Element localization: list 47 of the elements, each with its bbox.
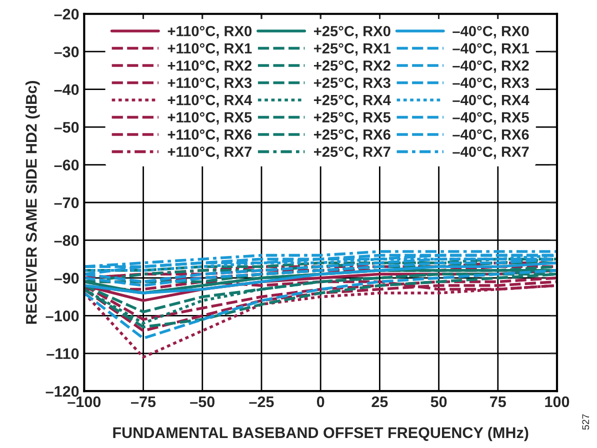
- y-tick-label: –40: [54, 84, 79, 96]
- legend-label: –40°C, RX7: [452, 146, 529, 160]
- legend-label: –40°C, RX6: [452, 129, 529, 142]
- legend-label: +25°C, RX6: [314, 129, 390, 142]
- legend-label: +110°C, RX1: [168, 43, 252, 56]
- legend-label: +110°C, RX5: [168, 112, 252, 125]
- legend-label: –40°C, RX3: [452, 78, 529, 90]
- legend-label: –40°C, RX2: [452, 60, 529, 73]
- text: 527: [582, 414, 590, 430]
- y-tick-label: –100: [46, 310, 79, 322]
- legend-label: +25°C, RX5: [314, 112, 391, 125]
- y-tick-label: –30: [54, 46, 79, 58]
- legend-label: +25°C, RX4: [314, 94, 391, 108]
- legend-label: –40°C, RX1: [452, 43, 529, 56]
- y-tick-label: –70: [54, 197, 79, 208]
- legend-label: +110°C, RX3: [168, 78, 252, 90]
- legend-label: +110°C, RX6: [168, 129, 252, 142]
- y-tick-label: –90: [54, 272, 79, 284]
- legend-label: +110°C, RX4: [168, 94, 252, 108]
- x-tick-label: –25: [249, 396, 274, 408]
- legend-label: +25°C, RX2: [314, 60, 390, 73]
- x-tick-label: –75: [131, 396, 156, 408]
- legend-label: +25°C, RX7: [314, 146, 390, 160]
- legend-label: +110°C, RX2: [168, 60, 252, 73]
- x-tick-label: –100: [68, 396, 101, 408]
- legend-label: –40°C, RX0: [452, 26, 529, 38]
- y-axis-title: RECEIVER SAME SIDE HD2 (dBc): [26, 81, 40, 324]
- legend-label: +25°C, RX3: [314, 78, 390, 90]
- x-tick-label: 100: [545, 396, 570, 408]
- y-tick-label: –20: [54, 8, 79, 20]
- legend-label: +25°C, RX1: [314, 43, 391, 56]
- x-tick-label: 25: [372, 396, 388, 408]
- legend-label: –40°C, RX5: [452, 112, 529, 125]
- legend-label: –40°C, RX4: [452, 94, 530, 108]
- legend-label: +110°C, RX0: [168, 26, 252, 38]
- x-axis-title: FUNDAMENTAL BASEBAND OFFSET FREQUENCY (MHz): [113, 426, 528, 442]
- y-tick-label: –60: [54, 160, 79, 170]
- legend-label: +25°C, RX0: [314, 26, 390, 38]
- x-tick-label: 75: [490, 396, 506, 408]
- x-tick-label: 0: [316, 396, 324, 408]
- x-tick-label: –50: [190, 396, 215, 408]
- y-tick-label: –50: [54, 122, 79, 133]
- y-tick-label: –110: [46, 348, 79, 360]
- y-tick-label: –120: [46, 386, 79, 397]
- y-tick-label: –80: [54, 235, 79, 246]
- x-tick-label: 50: [430, 396, 447, 408]
- legend-label: +110°C, RX7: [168, 146, 252, 160]
